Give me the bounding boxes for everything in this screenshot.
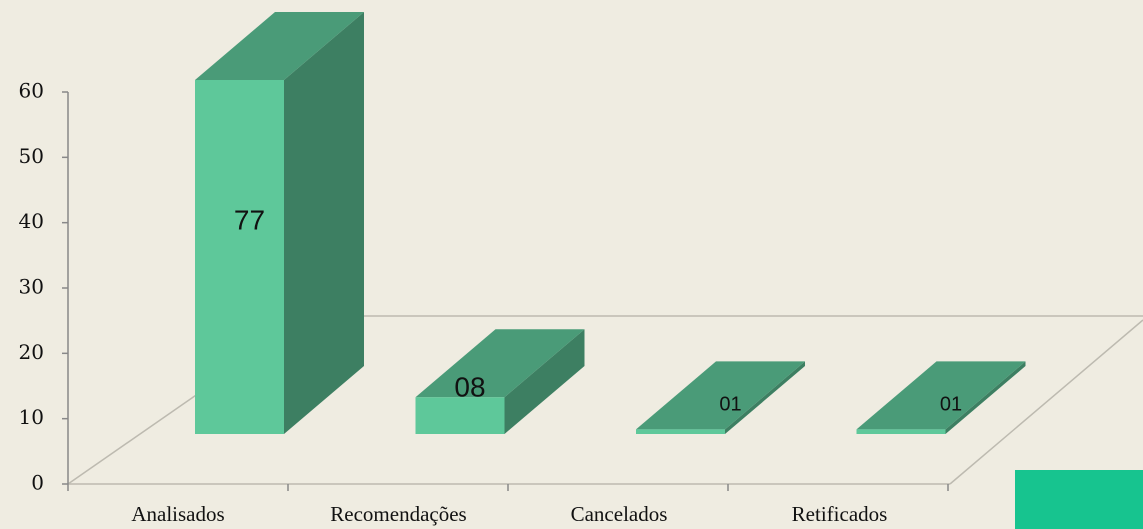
bar: [856, 361, 1026, 434]
bar-front: [415, 397, 505, 434]
bar-side: [945, 361, 1026, 434]
x-tick-label: Cancelados: [571, 502, 668, 526]
bar-front: [636, 429, 725, 434]
y-tick-label: 50: [19, 144, 44, 168]
y-tick-label: 20: [19, 340, 44, 364]
bar-side: [284, 12, 364, 434]
value-label: 77: [234, 204, 265, 235]
value-label: 01: [940, 394, 962, 416]
y-tick-label: 60: [19, 79, 44, 103]
bar: [636, 361, 805, 434]
y-tick-label: 40: [19, 209, 44, 233]
value-label: 08: [454, 372, 485, 403]
bar-side: [725, 361, 805, 434]
category-ticks: [67, 484, 949, 491]
x-tick-label: Analisados: [131, 502, 224, 526]
bar-top: [636, 361, 805, 430]
x-tick-label: Recomendações: [330, 502, 466, 526]
bar-side: [504, 329, 585, 434]
bar: [415, 329, 585, 434]
y-tick-label: 10: [19, 405, 44, 429]
bar-top: [195, 12, 364, 80]
bar-top: [856, 361, 1026, 430]
y-tick-label: 0: [31, 471, 44, 495]
x-tick-label: Retificados: [792, 502, 888, 526]
bar-top: [415, 329, 585, 398]
bar-front: [856, 429, 946, 434]
y-tick-label: 30: [19, 275, 44, 299]
corner-box: [1015, 470, 1143, 529]
bar: [195, 12, 364, 434]
value-label: 01: [719, 394, 741, 416]
bar-front: [195, 80, 284, 434]
